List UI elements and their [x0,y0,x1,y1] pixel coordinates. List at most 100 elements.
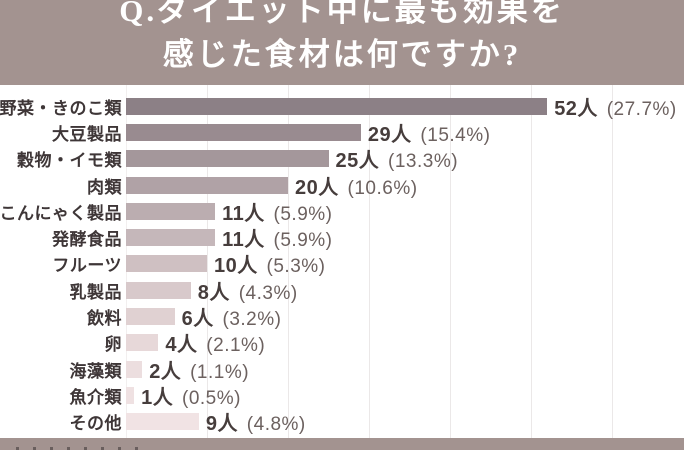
question-title-line2: 感じた食材は何ですか? [162,37,522,72]
count-text: 11人 [222,202,265,225]
chart-row: 穀物・イモ類 25人 (13.3%) [0,146,684,172]
count-text: 6人 [181,308,214,331]
value-count-label: 6人 (3.2%) [182,302,282,331]
chart-gridline [531,85,532,438]
value-bar [126,308,175,326]
category-label: フルーツ [52,256,122,276]
value-count-label: 10人 (5.3%) [214,249,326,278]
category-label: 穀物・イモ類 [17,151,122,171]
bar-area: 52人 (27.7%) [126,92,684,121]
chart-row: 野菜・きのこ類 52人 (27.7%) [0,92,684,121]
value-count-label: 4人 (2.1%) [165,328,265,357]
bar-area: 6人 (3.2%) [126,302,684,331]
value-percent-label: (5.9%) [267,230,333,252]
bar-area: 8人 (4.3%) [126,276,684,305]
category-label: その他 [69,414,122,434]
category-label: こんにゃく製品 [0,203,122,223]
footer-band [0,438,684,450]
chart-row: フルーツ 10人 (5.3%) [0,251,684,277]
bar-area: 9人 (4.8%) [126,407,684,436]
value-count-label: 52人 (27.7%) [554,92,677,121]
bar-area: 2人 (1.1%) [126,355,684,384]
category-label: 大豆製品 [52,124,122,144]
count-text: 11人 [222,229,265,252]
category-label: 乳製品 [69,282,122,302]
count-text: 9人 [205,413,239,436]
category-label: 発酵食品 [52,230,122,250]
value-percent-label: (0.5%) [176,387,241,409]
value-count-label: 11人 (5.9%) [222,223,332,252]
chart-gridline [369,85,370,438]
chart-rows: 野菜・きのこ類 52人 (27.7%) 大豆製品 29人 (15.4%) 穀物・… [0,93,684,435]
footer-clipped-text [16,447,138,450]
bar-chart: 野菜・きのこ類 52人 (27.7%) 大豆製品 29人 (15.4%) 穀物・… [0,85,684,438]
bar-area: 20人 (10.6%) [126,171,684,200]
value-bar [126,334,159,352]
chart-row: 大豆製品 29人 (15.4%) [0,118,684,147]
value-bar [126,360,143,378]
chart-row: こんにゃく製品 11人 (5.9%) [0,197,684,226]
chart-gridline [612,85,613,438]
count-text: 10人 [214,255,258,278]
value-count-label: 8人 (4.3%) [198,276,298,305]
question-title-banner: Q.ダイエット中に最も効果を 感じた食材は何ですか? [0,0,684,85]
count-text: 25人 [335,150,380,173]
value-percent-label: (5.9%) [267,203,333,225]
bar-area: 11人 (5.9%) [126,197,684,226]
chart-gridline [450,85,451,438]
value-count-label: 11人 (5.9%) [222,197,332,226]
value-percent-label: (4.8%) [241,414,306,436]
chart-row: 魚介類 1人 (0.5%) [0,381,684,410]
count-text: 29人 [367,123,412,146]
value-count-label: 20人 (10.6%) [295,171,418,200]
value-bar [126,281,191,299]
value-bar [126,150,329,168]
value-count-label: 25人 (13.3%) [336,144,459,173]
value-percent-label: (27.7%) [600,98,677,120]
bar-area: 4人 (2.1%) [126,328,684,357]
question-title: Q.ダイエット中に最も効果を 感じた食材は何ですか? [0,0,684,77]
value-percent-label: (1.1%) [184,361,250,383]
count-text: 1人 [141,386,174,409]
value-bar [126,97,548,115]
count-text: 8人 [197,281,230,304]
value-percent-label: (15.4%) [414,124,491,146]
chart-gridline [207,85,208,438]
bar-area: 10人 (5.3%) [126,249,684,278]
value-count-label: 29人 (15.4%) [368,118,491,147]
question-title-line1: Q.ダイエット中に最も効果を [119,0,565,28]
value-bar [126,202,216,220]
value-bar [126,413,199,431]
chart-row: 飲料 6人 (3.2%) [0,302,684,331]
value-count-label: 2人 (1.1%) [149,355,249,384]
value-bar [126,386,135,404]
bar-area: 25人 (13.3%) [126,144,684,173]
bar-area: 1人 (0.5%) [126,381,684,410]
count-text: 4人 [165,334,198,357]
category-label: 魚介類 [69,387,122,407]
bar-area: 29人 (15.4%) [126,118,684,147]
count-text: 2人 [149,360,182,383]
value-bar [126,176,288,194]
value-bar [126,255,207,273]
value-percent-label: (5.3%) [260,256,326,278]
chart-row: 発酵食品 11人 (5.9%) [0,223,684,252]
category-label: 海藻類 [69,361,122,381]
value-count-label: 1人 (0.5%) [141,381,241,410]
chart-row: 卵 4人 (2.1%) [0,330,684,356]
chart-row: 乳製品 8人 (4.3%) [0,276,684,305]
value-percent-label: (13.3%) [382,151,459,173]
chart-gridline [288,85,289,438]
category-label: 野菜・きのこ類 [0,98,122,118]
count-text: 20人 [295,176,339,199]
category-label: 飲料 [87,309,122,329]
chart-row: その他 9人 (4.8%) [0,409,684,435]
chart-row: 海藻類 2人 (1.1%) [0,355,684,384]
category-label: 肉類 [87,177,122,197]
value-bar [126,123,361,141]
value-percent-label: (2.1%) [200,335,266,357]
value-count-label: 9人 (4.8%) [206,407,306,436]
value-bar [126,229,216,247]
count-text: 52人 [554,97,598,120]
bar-area: 11人 (5.9%) [126,223,684,252]
